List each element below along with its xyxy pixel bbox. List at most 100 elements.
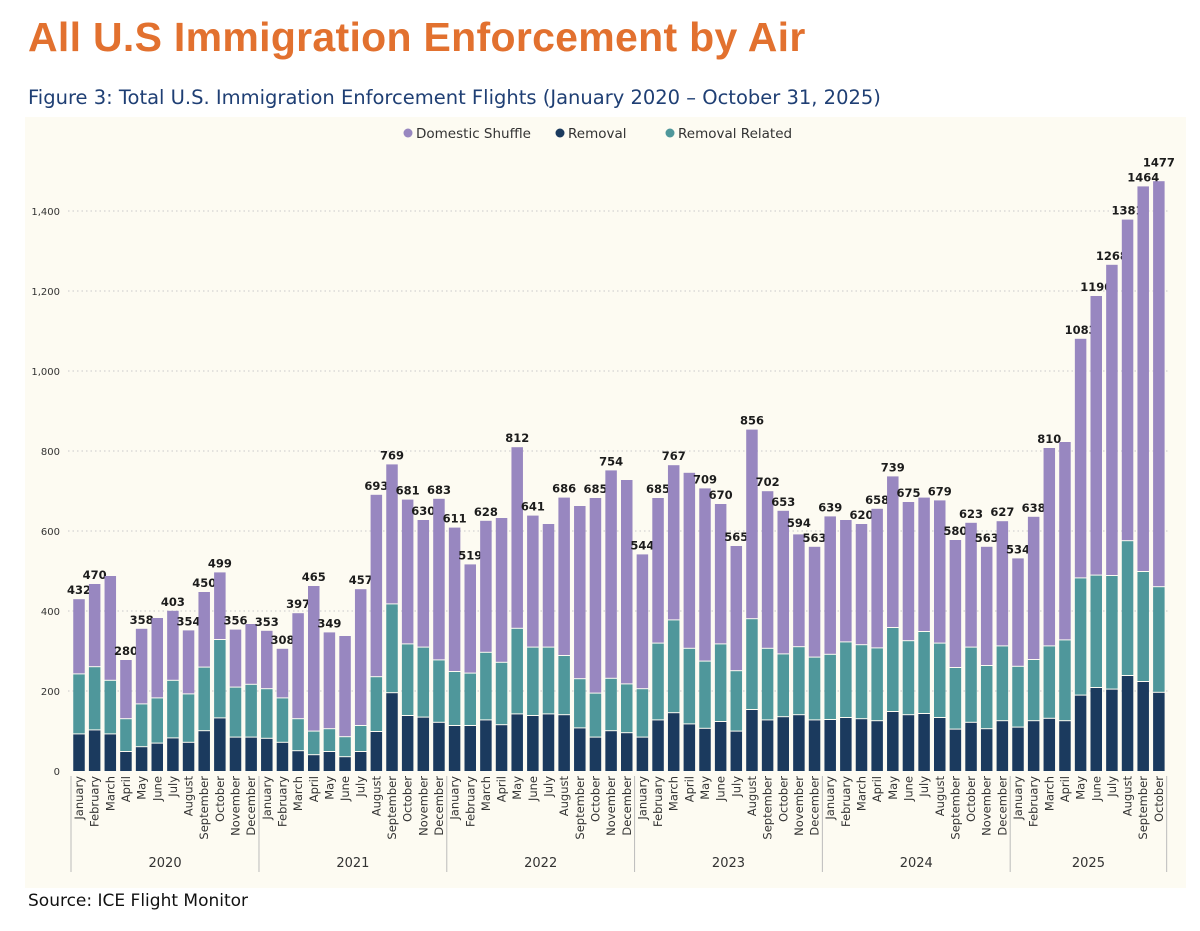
bar-removal [229,737,242,771]
x-tick-label: April [307,776,321,802]
data-label: 354 [177,614,201,628]
bar-removal [793,715,805,771]
bar-removal [918,714,930,771]
data-label: 563 [803,531,827,545]
bar-domestic-shuffle [855,524,868,645]
bar-domestic-shuffle [777,510,789,654]
bar-removal [777,717,789,771]
bar-removal-related [793,647,805,715]
bar-removal [417,717,430,771]
bar-removal [558,715,570,771]
bar-removal-related [996,646,1009,721]
bar-domestic-shuffle [245,624,257,684]
data-label: 702 [756,475,780,489]
bar-removal-related [542,647,555,714]
bar-domestic-shuffle [652,498,664,643]
data-label: 685 [646,482,670,496]
bar-removal-related [370,677,383,731]
bar-removal-related [308,731,320,755]
bar-domestic-shuffle [965,522,977,647]
bar-removal [88,730,101,771]
data-label: 709 [693,472,717,486]
data-label: 767 [662,449,686,463]
data-label: 1268 [1096,249,1128,263]
bar-domestic-shuffle [1059,442,1071,640]
bar-removal [965,722,977,771]
bar-removal-related [1106,576,1118,689]
x-tick-label: May [886,776,900,800]
x-tick-label: January [72,776,86,821]
x-tick-label: December [620,776,634,836]
bar-removal [308,755,320,771]
x-tick-label: January [823,776,837,821]
bar-removal-related [88,667,101,730]
bar-removal [542,714,555,771]
x-tick-label: November [792,776,806,836]
y-tick-label: 1,200 [31,287,60,298]
data-label: 1190 [1080,280,1112,294]
bar-domestic-shuffle [448,527,461,671]
x-tick-label: February [275,776,289,827]
bar-removal [746,710,758,771]
bar-domestic-shuffle [104,576,117,680]
bar-removal [652,720,664,771]
data-label: 565 [724,530,748,544]
bar-removal [667,713,680,771]
bar-removal-related [840,642,852,717]
x-tick-label: March [1042,776,1056,811]
bar-removal-related [151,698,163,743]
legend-label: Removal [568,126,627,142]
x-tick-label: March [103,776,117,811]
bar-domestic-shuffle [480,520,492,652]
x-tick-label: May [1074,776,1088,800]
bar-removal [824,720,836,771]
x-tick-label: July [729,776,743,798]
year-label: 2020 [149,856,182,871]
bar-removal-related [448,672,461,725]
bar-removal-related [323,729,336,751]
x-tick-label: March [855,776,869,811]
bar-removal-related [949,668,962,729]
legend-marker [555,128,565,138]
legend-marker [665,128,675,138]
bar-removal [840,718,852,771]
bar-removal [167,738,179,771]
bar-domestic-shuffle [1121,219,1134,541]
data-label: 499 [208,556,232,570]
bar-removal-related [182,694,195,742]
bar-removal-related [480,652,492,720]
bar-removal [902,715,915,771]
x-tick-label: March [667,776,681,811]
x-tick-label: July [917,776,931,798]
bar-removal-related [887,628,899,711]
y-tick-label: 1,400 [31,207,60,218]
bar-removal [934,718,946,771]
bar-domestic-shuffle [996,521,1009,646]
x-tick-label: November [980,776,994,836]
data-label: 432 [67,583,91,597]
bar-removal-related [1012,666,1024,727]
data-label: 675 [896,486,920,500]
bar-domestic-shuffle [401,499,414,644]
bar-removal-related [495,662,508,725]
bar-removal [354,752,367,771]
bar-removal-related [135,704,148,747]
bar-removal-related [433,660,445,722]
bar-domestic-shuffle [761,491,774,648]
bar-removal [261,738,273,771]
bar-domestic-shuffle [1137,186,1149,571]
bar-removal-related [761,648,774,720]
data-label: 641 [521,500,545,514]
bar-removal [855,719,868,771]
bar-domestic-shuffle [1106,264,1118,575]
bar-removal-related [276,698,289,742]
x-tick-label: July [1105,776,1119,798]
x-tick-label: June [901,776,915,802]
bar-removal [401,716,414,771]
bar-removal [761,720,774,771]
data-label: 308 [270,633,294,647]
data-label: 623 [959,507,983,521]
bar-removal-related [401,644,414,715]
bar-removal-related [714,644,727,721]
bar-domestic-shuffle [167,610,179,680]
